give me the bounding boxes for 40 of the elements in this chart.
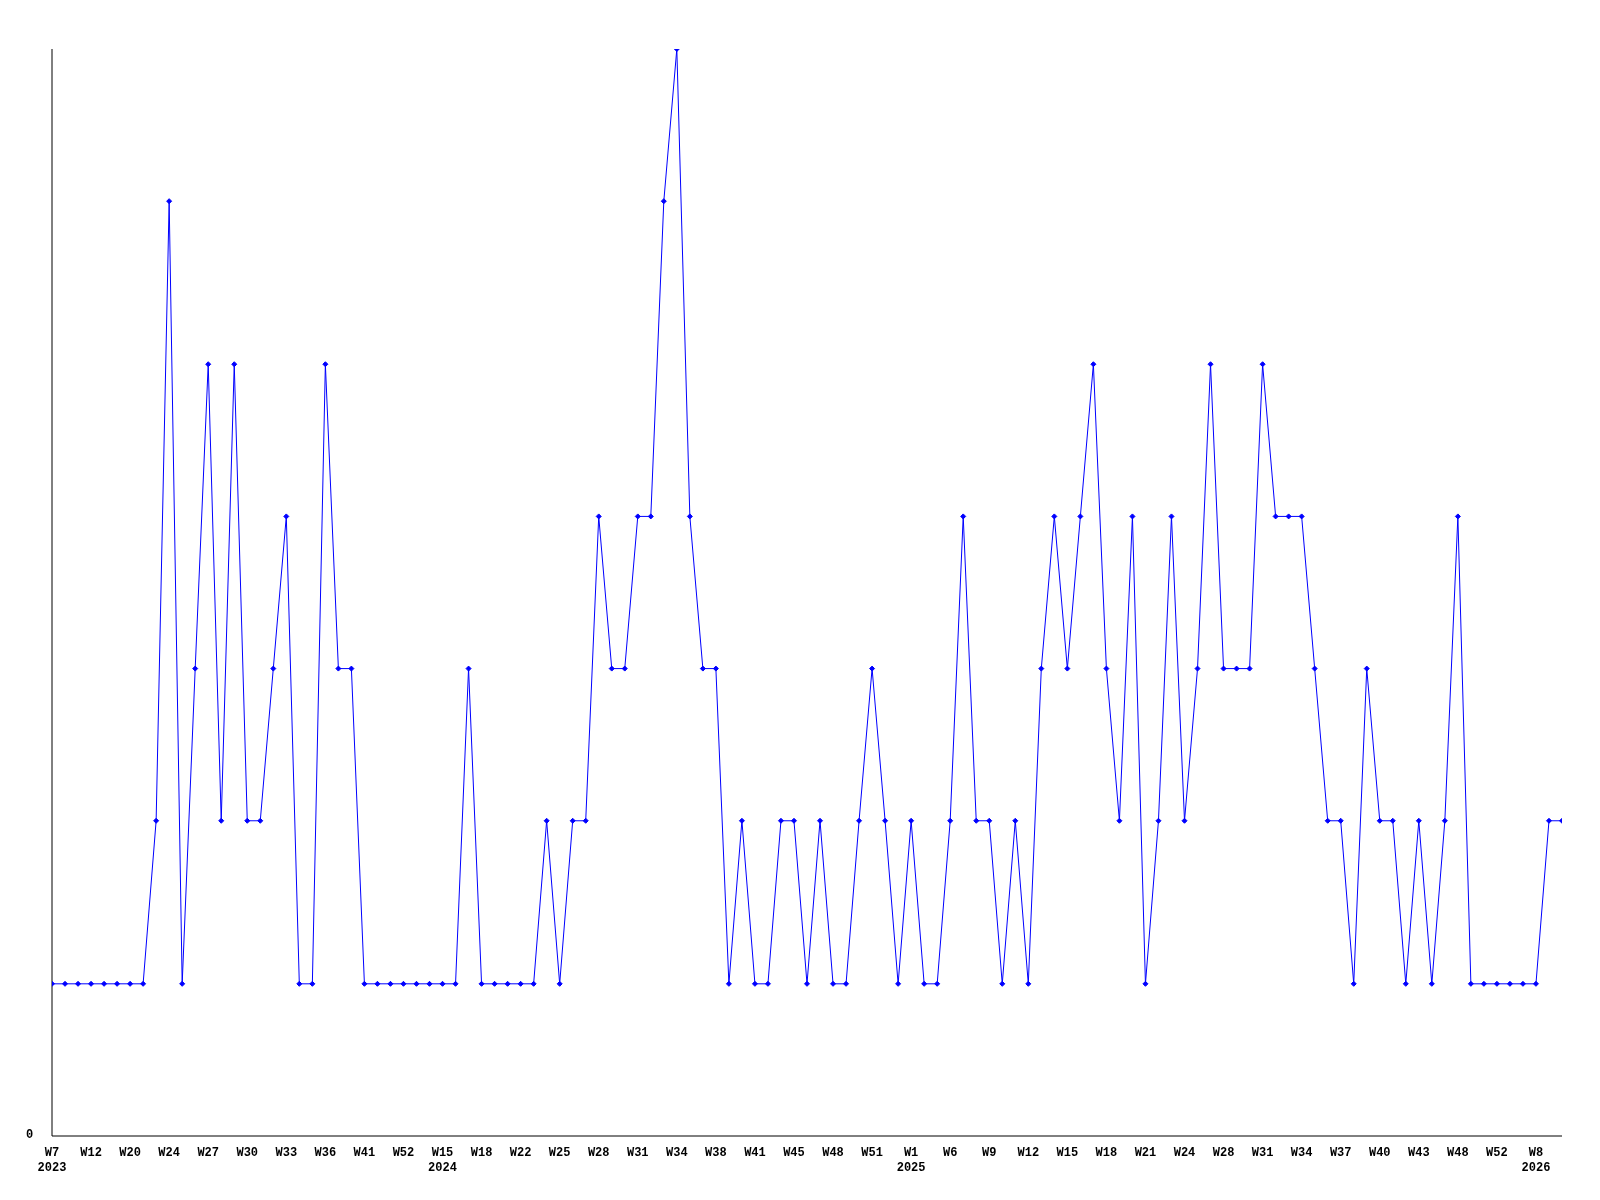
x-tick-label: W25 — [548, 1146, 571, 1160]
x-tick-label: W45 — [783, 1146, 805, 1160]
x-tick-label: W52 — [1486, 1146, 1508, 1160]
x-tick-label: W41 — [353, 1146, 376, 1160]
x-tick-label: W38 — [705, 1146, 727, 1160]
x-tick-label: W51 — [861, 1146, 883, 1160]
x-tick-label: W6 — [942, 1146, 958, 1160]
x-tick-label: W34 — [1290, 1146, 1313, 1160]
x-tick-label: W28 — [1212, 1146, 1235, 1160]
x-tick-label: W20 — [119, 1146, 141, 1160]
x-tick-label: W24 — [1173, 1146, 1196, 1160]
x-tick-label: W12 — [80, 1146, 102, 1160]
x-tick-label: W9 — [982, 1146, 997, 1160]
x-tick-label: W48 — [822, 1146, 844, 1160]
x-tick-label: W37 — [1329, 1146, 1352, 1160]
x-tick-label: W36 — [314, 1146, 337, 1160]
x-tick-label: W22 — [509, 1146, 532, 1160]
x-tick-label: W40 — [1368, 1146, 1391, 1160]
x-tick-label: W33 — [275, 1146, 298, 1160]
x-tick-label: W52 — [392, 1146, 415, 1160]
x-tick-label: W30 — [236, 1146, 259, 1160]
x-tick-label: W15 — [1056, 1146, 1079, 1160]
x-tick-label: W1 2025 — [896, 1146, 926, 1175]
x-tick-label: W31 — [1251, 1146, 1274, 1160]
text: 0 — [26, 1128, 34, 1142]
x-tick-label: W18 — [470, 1146, 493, 1160]
x-tick-label: W12 — [1017, 1146, 1040, 1160]
x-tick-label: W48 — [1447, 1146, 1469, 1160]
x-tick-label: W34 — [666, 1146, 688, 1160]
x-tick-label: W31 — [626, 1146, 649, 1160]
x-tick-label: W41 — [744, 1146, 766, 1160]
x-tick-label: W21 — [1134, 1146, 1157, 1160]
x-tick-label: W24 — [158, 1146, 180, 1160]
x-tick-label: W43 — [1408, 1146, 1430, 1160]
x-tick-label: W15 2024 — [428, 1146, 457, 1175]
x-tick-label: W28 — [587, 1146, 610, 1160]
x-tick-label: W8 2026 — [1521, 1146, 1551, 1175]
x-tick-label: W27 — [197, 1146, 220, 1160]
x-tick-label: W7 2023 — [37, 1146, 67, 1175]
x-tick-label: W18 — [1095, 1146, 1118, 1160]
